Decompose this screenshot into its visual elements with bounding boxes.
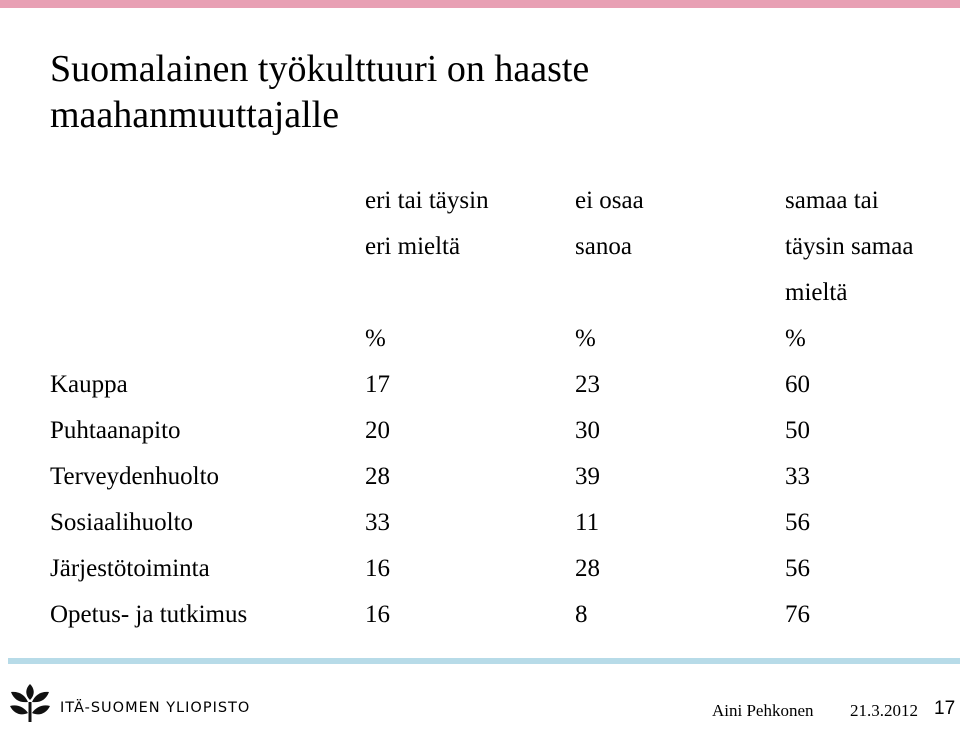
table-header-cell: sanoa xyxy=(575,233,632,260)
table-unit-cell: % xyxy=(785,325,806,352)
table-cell: 28 xyxy=(575,555,600,582)
table-row: Sosiaalihuolto 33 11 56 xyxy=(50,500,960,546)
table-row-label: Sosiaalihuolto xyxy=(50,509,194,536)
page-number: 17 xyxy=(934,698,956,719)
presentation-date: 21.3.2012 xyxy=(850,701,918,720)
table-cell: 56 xyxy=(785,509,810,536)
table-cell: 33 xyxy=(785,463,810,490)
table-header-row: eri tai täysin ei osaa samaa tai xyxy=(50,178,960,224)
table-unit-row: % % % xyxy=(50,316,960,362)
author-name: Aini Pehkonen xyxy=(712,701,814,720)
slide-title-line-2: maahanmuuttajalle xyxy=(50,94,340,136)
table-row: Opetus- ja tutkimus 16 8 76 xyxy=(50,592,960,638)
table-header-cell xyxy=(50,316,365,362)
table-row: Terveydenhuolto 28 39 33 xyxy=(50,454,960,500)
table-header-cell xyxy=(50,178,365,224)
table-unit-cell: % xyxy=(365,325,386,352)
table-cell: 16 xyxy=(365,555,390,582)
bottom-accent-bar xyxy=(8,658,960,664)
slide-title: Suomalainen työkulttuuri on haaste maaha… xyxy=(50,46,589,138)
table-header-cell: eri tai täysin xyxy=(365,187,489,214)
table-row-label: Puhtaanapito xyxy=(50,417,181,444)
table-cell: 56 xyxy=(785,555,810,582)
table-cell: 60 xyxy=(785,371,810,398)
table-cell: 50 xyxy=(785,417,810,444)
table-row-label: Terveydenhuolto xyxy=(50,463,220,490)
table-cell: 20 xyxy=(365,417,390,444)
table-header-cell xyxy=(575,270,785,316)
table-header-cell: täysin samaa xyxy=(785,233,914,260)
university-logo-icon xyxy=(10,684,50,722)
table-cell: 17 xyxy=(365,371,390,398)
table-cell: 28 xyxy=(365,463,390,490)
table-header-row: eri mieltä sanoa täysin samaa xyxy=(50,224,960,270)
table-header-row: mieltä xyxy=(50,270,960,316)
table-row-label: Opetus- ja tutkimus xyxy=(50,601,248,628)
university-name: ITÄ-SUOMEN YLIOPISTO xyxy=(60,700,251,716)
table-header-cell: eri mieltä xyxy=(365,233,461,260)
table-cell: 33 xyxy=(365,509,390,536)
table-cell: 16 xyxy=(365,601,390,628)
table-cell: 30 xyxy=(575,417,600,444)
table-cell: 8 xyxy=(575,601,588,628)
table-header-cell xyxy=(50,224,365,270)
table-header-cell: ei osaa xyxy=(575,187,644,214)
table-row-label: Järjestötoiminta xyxy=(50,555,210,582)
table-row-label: Kauppa xyxy=(50,371,128,398)
top-accent-bar xyxy=(0,0,960,8)
table-header-cell xyxy=(365,270,575,316)
table-cell: 11 xyxy=(575,509,600,536)
table-unit-cell: % xyxy=(575,325,596,352)
table-header-cell: mieltä xyxy=(785,279,848,306)
table-header-cell: samaa tai xyxy=(785,187,879,214)
table-cell: 23 xyxy=(575,371,600,398)
slide-title-line-1: Suomalainen työkulttuuri on haaste xyxy=(50,48,590,90)
table-cell: 39 xyxy=(575,463,600,490)
table-header-cell xyxy=(50,270,365,316)
table-cell: 76 xyxy=(785,601,810,628)
table-row: Järjestötoiminta 16 28 56 xyxy=(50,546,960,592)
table-row: Puhtaanapito 20 30 50 xyxy=(50,408,960,454)
table-row: Kauppa 17 23 60 xyxy=(50,362,960,408)
survey-table: eri tai täysin ei osaa samaa tai eri mie… xyxy=(50,178,960,638)
